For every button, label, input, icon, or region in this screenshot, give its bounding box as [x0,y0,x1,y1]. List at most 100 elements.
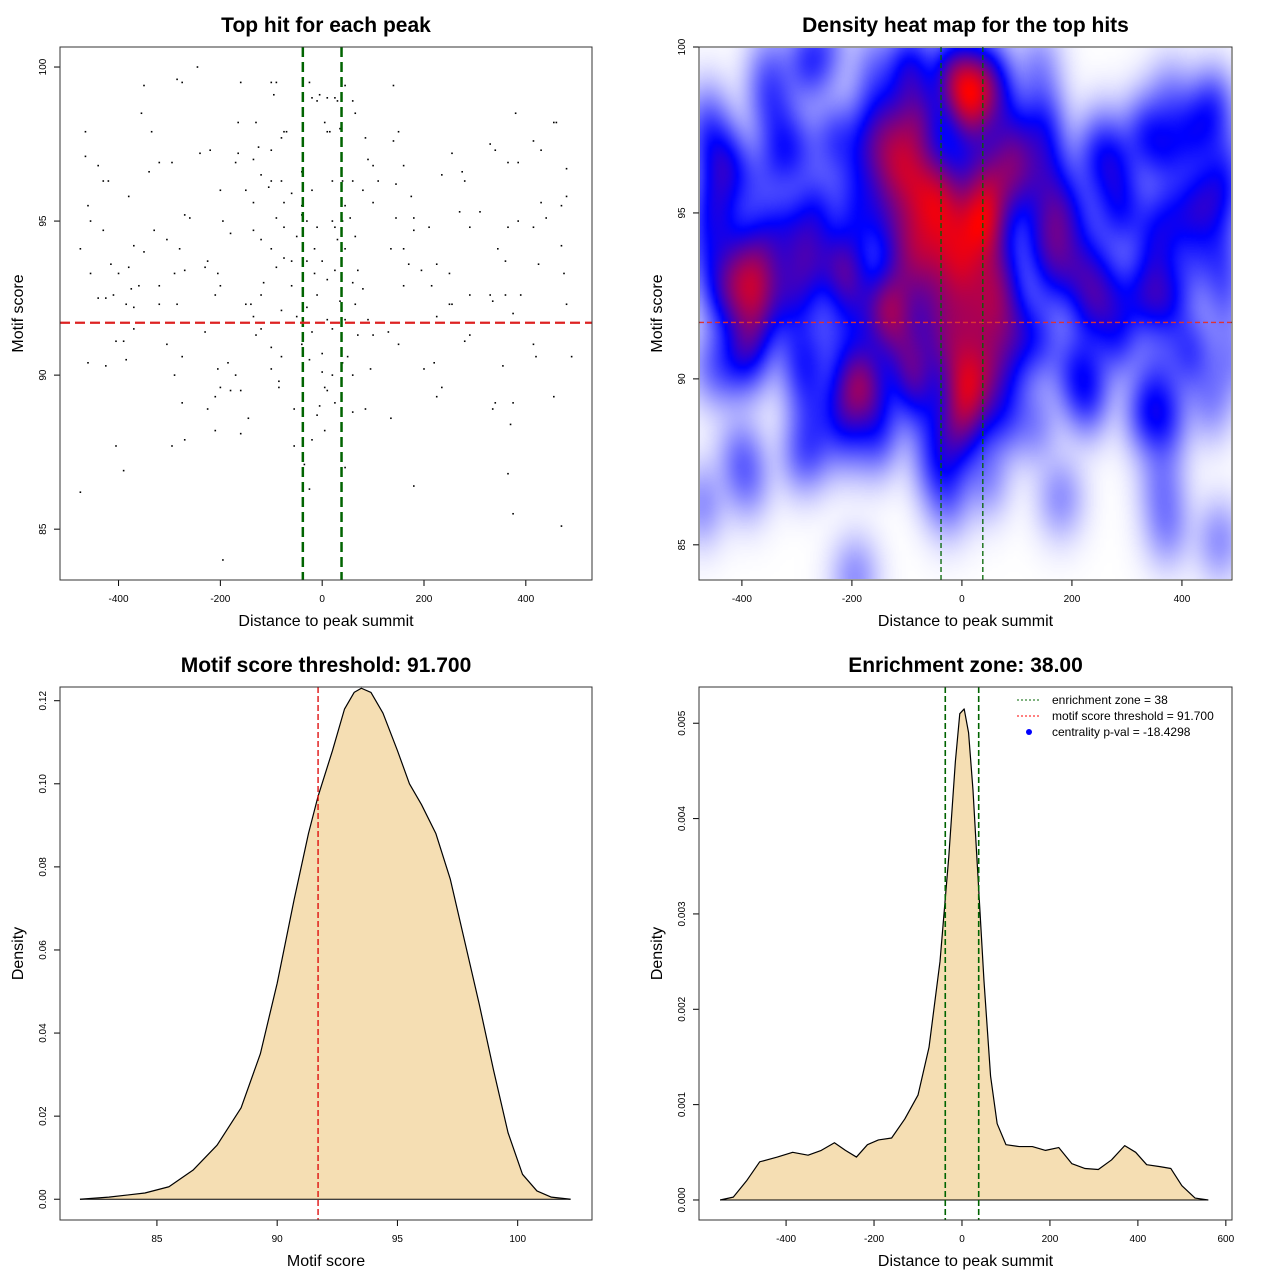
chart-title: Motif score threshold: 91.700 [181,654,472,677]
scatter-point [491,300,494,302]
scatter-point [125,303,127,306]
scatter-point [117,272,120,275]
scatter-point [280,137,283,139]
scatter-point [560,204,563,207]
scatter-point [245,303,247,306]
scatter-point [209,149,211,152]
scatter-point [563,272,565,275]
scatter-point [171,161,173,164]
scatter-point [237,152,239,155]
scatter-point [316,294,318,296]
plot-border [698,686,1233,1221]
scatter-point [351,411,354,413]
scatter-point [420,269,423,272]
scatter-point [346,355,349,358]
scatter-point [247,417,250,420]
x-tick-label: 100 [509,1234,526,1245]
scatter-point [79,491,82,493]
scatter-point [323,386,326,389]
scatter-point [295,315,298,318]
x-tick-label: 400 [1130,1234,1147,1245]
scatter-point [171,445,173,447]
y-tick-label: 100 [38,58,49,75]
scatter-point [143,84,145,87]
scatter-point [336,238,339,241]
y-tick-label: 0.000 [677,1187,688,1212]
scatter-point [280,309,283,312]
scatter-point [540,201,542,204]
scatter-point [441,386,443,389]
scatter-point [351,180,354,182]
scatter-point [545,217,547,219]
scatter-point [148,170,150,173]
y-tick-label: 0.001 [677,1092,688,1117]
scatter-point [357,269,359,272]
scatter-point [448,303,451,306]
x-tick-label: 600 [1217,1234,1234,1245]
scatter-point [331,180,334,182]
x-axis-label: Distance to peak summit [878,1253,1054,1270]
scatter-point [255,121,257,124]
scatter-point [390,417,392,420]
scatter-point [280,355,283,358]
scatter-point [469,334,471,336]
scatter-point [318,93,321,96]
scatter-point [89,272,92,275]
scatter-point [275,266,278,269]
legend-label: enrichment zone = 38 [1052,693,1168,707]
scatter-point [537,263,540,266]
scatter-point [334,226,336,229]
scatter-point [354,303,357,306]
scatter-point [553,121,555,124]
legend-label: motif score threshold = 91.700 [1052,709,1214,723]
scatter-point [428,226,430,229]
scatter-point [239,81,242,84]
scatter-point [321,371,323,373]
scatter-point [122,469,125,472]
scatter-point [331,374,334,376]
y-tick-label: 0.00 [38,1189,49,1209]
scatter-point [326,97,329,99]
scatter-point [181,355,183,358]
y-tick-label: 0.004 [677,806,688,831]
y-tick-label: 100 [677,38,688,55]
scatter-point [219,189,222,192]
scatter-point [560,525,563,527]
scatter-point [237,121,239,124]
scatter-point [512,512,514,515]
scatter-point [354,235,357,238]
scatter-point [311,331,313,333]
y-tick-label: 0.002 [677,996,688,1021]
scatter-point [351,100,354,102]
scatter-point [512,312,514,315]
x-tick-label: 200 [1064,594,1081,605]
scatter-point [344,318,346,321]
scatter-point [402,284,405,287]
scatter-point [158,303,161,306]
plot-border [59,686,593,1221]
scatter-point [321,352,323,355]
scatter-point [214,294,217,296]
scatter-point [217,368,219,370]
scatter-point [130,288,133,290]
y-tick-label: 85 [677,539,688,551]
scatter-point [507,472,509,475]
x-axis-label: Motif score [287,1253,365,1270]
scatter-point [206,408,209,410]
scatter-point [290,284,293,287]
scatter-point [535,355,537,358]
scatter-point [565,167,568,170]
scatter-point [469,226,471,229]
legend-point-marker [1026,729,1032,735]
scatter-point [339,300,341,302]
y-axis-label: Motif score [10,274,27,352]
scatter-point [377,180,379,182]
scatter-point [214,395,217,398]
scatter-point [105,297,107,299]
scatter-point [402,248,405,250]
scatter-point [560,244,563,247]
density-heatmap-canvas [700,48,1231,579]
scatter-point [250,303,252,306]
scatter-point [344,204,346,207]
scatter-point [323,429,326,432]
